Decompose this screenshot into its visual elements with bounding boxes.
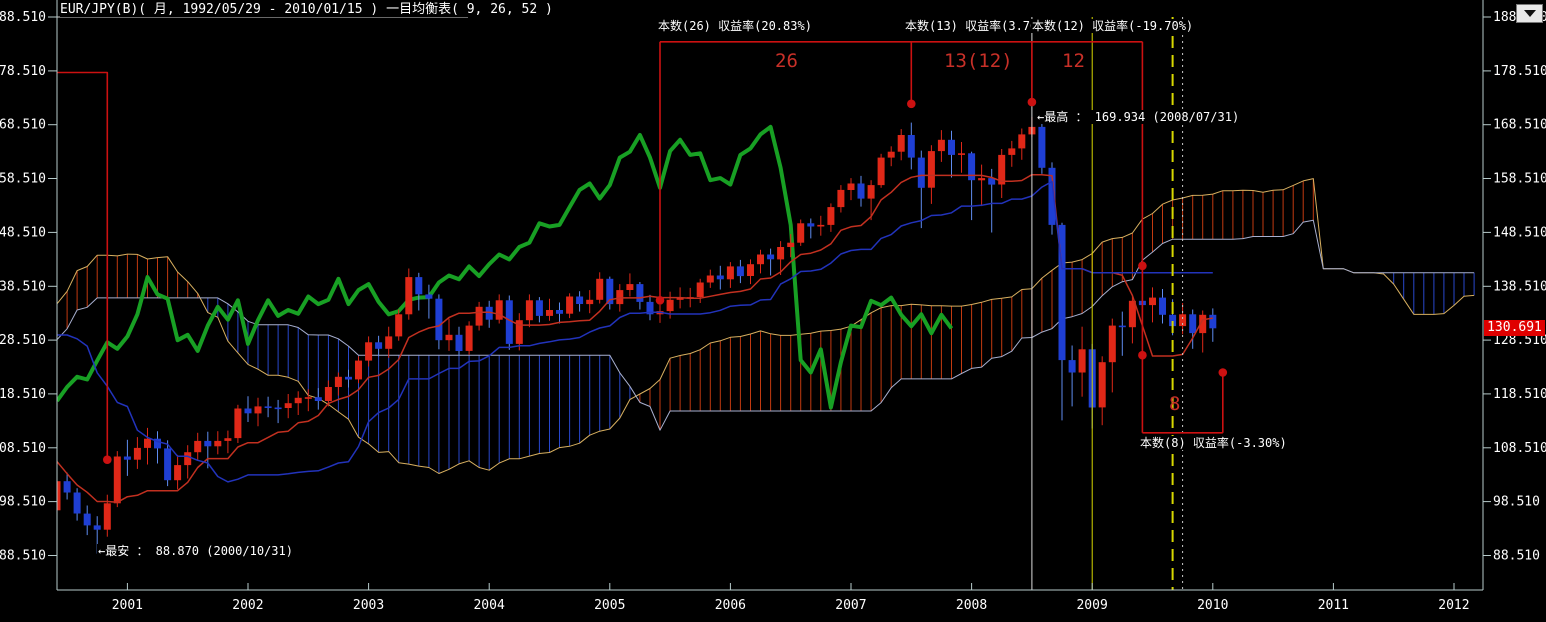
tenkan-sen-line	[57, 173, 1213, 504]
trade8-stats-label: 本数(8) 収益率(-3.30%)	[1139, 436, 1288, 450]
svg-text:2006: 2006	[715, 598, 746, 613]
current-price-badge: 130.691	[1484, 320, 1545, 336]
svg-text:188.510: 188.510	[0, 10, 46, 25]
svg-text:2009: 2009	[1076, 598, 1107, 613]
trade26-count-label: 26	[775, 50, 798, 72]
svg-text:158.510: 158.510	[1493, 172, 1546, 187]
chevron-down-icon	[1523, 10, 1536, 17]
svg-text:2005: 2005	[594, 598, 625, 613]
svg-text:118.510: 118.510	[0, 387, 46, 402]
kijun-sen-line	[57, 180, 1213, 483]
svg-text:128.510: 128.510	[0, 333, 46, 348]
svg-text:2001: 2001	[112, 598, 143, 613]
trade26-stats-label: 本数(26) 収益率(20.83%)	[657, 19, 813, 33]
svg-text:168.510: 168.510	[0, 118, 46, 133]
trade-signal-layer	[57, 40, 1228, 465]
svg-text:178.510: 178.510	[1493, 64, 1546, 79]
dropdown-button[interactable]	[1516, 4, 1543, 23]
svg-text:98.510: 98.510	[1493, 495, 1540, 510]
trade13-count-label: 13(12)	[944, 50, 1013, 72]
high-marker-label: ←最高 ： 169.934 (2008/07/31)	[1036, 110, 1241, 124]
trade8-count-label: 8	[1169, 393, 1181, 415]
candlestick-layer	[57, 117, 1217, 554]
svg-text:158.510: 158.510	[0, 172, 46, 187]
svg-text:2012: 2012	[1438, 598, 1469, 613]
low-marker-label: ←最安 ： 88.870 (2000/10/31)	[97, 544, 294, 558]
svg-text:2004: 2004	[473, 598, 504, 613]
svg-text:88.510: 88.510	[1493, 549, 1540, 564]
svg-text:128.510: 128.510	[1493, 333, 1546, 348]
svg-text:118.510: 118.510	[1493, 387, 1546, 402]
svg-text:98.510: 98.510	[0, 495, 46, 510]
svg-text:2010: 2010	[1197, 598, 1228, 613]
svg-text:108.510: 108.510	[0, 441, 46, 456]
svg-text:148.510: 148.510	[0, 225, 46, 240]
svg-text:148.510: 148.510	[1493, 225, 1546, 240]
kumo-cloud-layer	[57, 178, 1475, 474]
trade13-stats-label: 本数(13) 収益率(3.76%)	[904, 19, 1053, 33]
svg-text:168.510: 168.510	[1493, 118, 1546, 133]
svg-text:138.510: 138.510	[1493, 279, 1546, 294]
svg-text:178.510: 178.510	[0, 64, 46, 79]
trade12-stats-label: 本数(12) 収益率(-19.70%)	[1031, 19, 1195, 33]
svg-text:108.510: 108.510	[1493, 441, 1546, 456]
svg-text:138.510: 138.510	[0, 279, 46, 294]
svg-text:2011: 2011	[1318, 598, 1349, 613]
svg-text:2007: 2007	[835, 598, 866, 613]
trade12-count-label: 12	[1062, 50, 1085, 72]
svg-text:88.510: 88.510	[0, 549, 46, 564]
chart-title: EUR/JPY(B)( 月, 1992/05/29 - 2010/01/15 )…	[60, 2, 553, 17]
svg-text:2002: 2002	[232, 598, 263, 613]
svg-text:2003: 2003	[353, 598, 384, 613]
chikou-span-line	[57, 124, 954, 410]
svg-text:2008: 2008	[956, 598, 987, 613]
